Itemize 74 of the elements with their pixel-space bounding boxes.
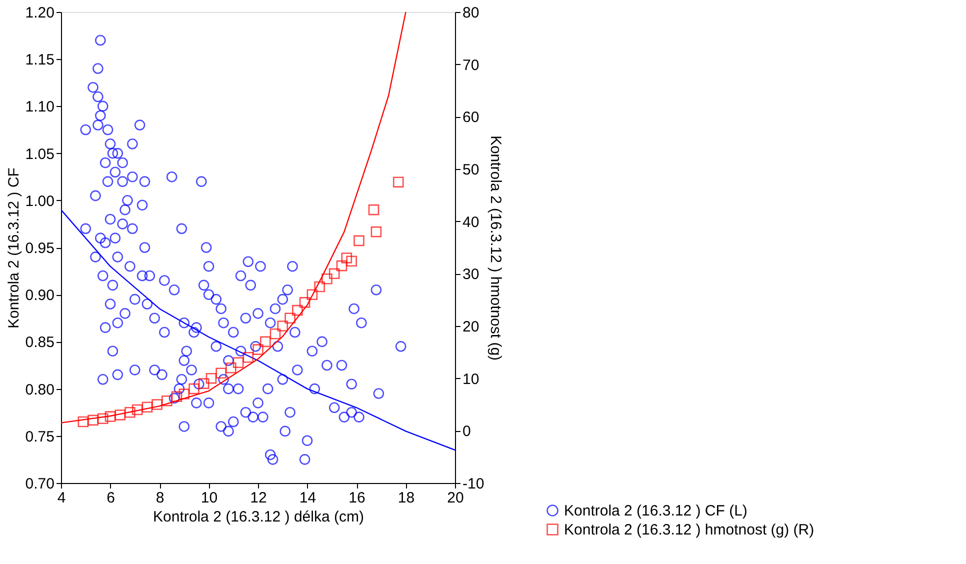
point: [277, 320, 288, 332]
point: [232, 357, 244, 368]
point: [346, 256, 357, 266]
y2-tick-label: 70: [462, 56, 480, 74]
x-tick-label: 16: [348, 490, 366, 506]
y2-tick-label: 20: [462, 318, 480, 336]
x-tick-label: 20: [447, 490, 464, 506]
y2-tick-label: 30: [462, 266, 480, 284]
point: [392, 176, 404, 188]
point: [216, 368, 226, 378]
point: [206, 372, 217, 384]
y-tick-label: 0.80: [25, 381, 54, 398]
y-tick-label: 0.70: [25, 476, 54, 492]
point: [171, 391, 182, 402]
y-tick-label: 1.20: [25, 4, 54, 22]
point: [97, 413, 108, 424]
point: [354, 235, 364, 246]
y-axis-title: Kontrola 2 (16.3.12 ) CF: [5, 168, 22, 328]
y2-tick-label: 40: [462, 214, 480, 231]
point: [370, 226, 382, 238]
y-tick-label: 0.90: [25, 287, 54, 304]
legend-label: Kontrola 2 (16.3.12 ) CF (L): [564, 502, 748, 520]
point: [336, 260, 348, 272]
point: [178, 388, 190, 400]
point: [299, 297, 310, 308]
point: [78, 416, 89, 428]
x-tick-label: 4: [57, 490, 66, 506]
x-tick-label: 6: [106, 490, 115, 506]
legend-label: Kontrola 2 (16.3.12 ) hmotnost (g) (R): [564, 522, 814, 538]
y2-axis-title: Kontrola 2 (16.3.12 ) hmotnost (g): [487, 135, 504, 361]
line-series: [61, 209, 455, 451]
y-tick-label: 0.75: [25, 428, 54, 446]
point: [252, 344, 264, 355]
point: [260, 336, 271, 348]
y-tick-label: 1.00: [25, 192, 54, 210]
point: [306, 289, 318, 300]
line-series: [61, 12, 406, 424]
y2-tick-label: 0: [462, 423, 471, 440]
x-tick-label: 18: [398, 490, 415, 506]
point: [104, 411, 116, 422]
point: [328, 268, 340, 280]
point: [142, 402, 153, 413]
point: [161, 395, 172, 406]
y-tick-label: 1.15: [25, 52, 54, 69]
x-axis-title: Kontrola 2 (16.3.12 ) délka (cm): [153, 508, 364, 526]
point: [292, 304, 303, 316]
point: [322, 274, 332, 284]
point: [368, 204, 380, 216]
x-tick-label: 10: [200, 490, 218, 506]
point: [226, 362, 236, 374]
point: [314, 281, 325, 292]
y2-tick-label: 60: [462, 109, 480, 126]
y2-tick-label: -10: [462, 476, 484, 492]
y2-tick-label: 50: [462, 162, 480, 178]
y-tick-label: 1.10: [25, 98, 54, 116]
point: [198, 378, 210, 389]
point: [188, 383, 200, 394]
point: [124, 406, 136, 418]
point: [284, 312, 296, 324]
x-tick-label: 14: [299, 490, 316, 506]
y-tick-label: 1.05: [25, 146, 54, 163]
point: [88, 414, 98, 426]
point: [242, 352, 254, 363]
point: [132, 404, 143, 416]
y-tick-label: 0.85: [25, 334, 54, 352]
point: [152, 399, 162, 410]
point: [114, 410, 126, 420]
x-tick-label: 8: [156, 490, 164, 506]
y2-tick-label: 10: [462, 370, 480, 388]
x-tick-label: 12: [250, 490, 267, 506]
y2-tick-label: 80: [462, 4, 480, 22]
point: [341, 252, 352, 264]
point: [270, 328, 281, 340]
y-tick-label: 0.95: [25, 240, 54, 257]
